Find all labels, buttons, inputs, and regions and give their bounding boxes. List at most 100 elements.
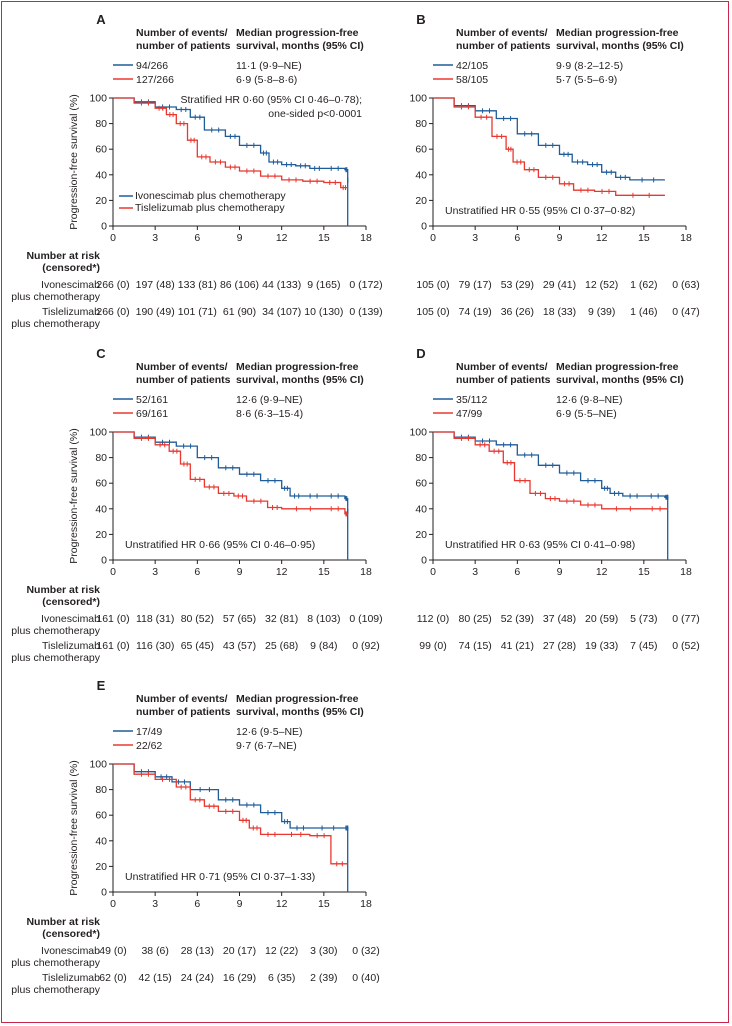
y-tick-label: 80 — [415, 118, 427, 130]
risk-arm-ivo-line1: Ivonescimab — [41, 279, 100, 291]
risk-cell-ivo: 0 (63) — [672, 279, 699, 291]
risk-cell-tis: 36 (26) — [501, 306, 534, 318]
median-header-line2: survival, months (95% CI) — [236, 374, 364, 386]
x-tick-label: 3 — [472, 232, 478, 244]
x-tick-label: 12 — [276, 898, 288, 910]
median-header-line2: survival, months (95% CI) — [556, 40, 684, 52]
x-tick-label: 15 — [638, 232, 650, 244]
median-header-line1: Median progression-free — [236, 361, 359, 373]
y-tick-label: 80 — [415, 452, 427, 464]
risk-cell-tis: 10 (130) — [304, 306, 343, 318]
events-count: 94/266 — [136, 60, 168, 72]
events-count: 17/49 — [136, 726, 162, 738]
risk-cell-tis: 9 (39) — [588, 306, 615, 318]
x-tick-label: 15 — [318, 232, 330, 244]
km-curve-ivonescimab — [433, 431, 669, 560]
y-tick-label: 60 — [95, 810, 107, 822]
legend-label-tis: Tislelizumab plus chemotherapy — [135, 202, 285, 214]
risk-cell-ivo: 28 (13) — [181, 945, 214, 957]
risk-cell-tis: 116 (30) — [136, 640, 174, 652]
risk-cell-ivo: 79 (17) — [459, 279, 492, 291]
risk-cell-ivo: 105 (0) — [416, 279, 449, 291]
x-tick-label: 12 — [276, 232, 288, 244]
risk-cell-tis: 61 (90) — [223, 306, 256, 318]
y-tick-label: 80 — [95, 452, 107, 464]
km-curve-ivonescimab — [113, 97, 349, 226]
risk-cell-tis: 43 (57) — [223, 640, 256, 652]
x-tick-label: 9 — [237, 232, 243, 244]
median-pfs: 9·7 (6·7–NE) — [236, 740, 297, 752]
risk-cell-ivo: 49 (0) — [99, 945, 126, 957]
events-count: 47/99 — [456, 408, 482, 420]
events-header-line2: number of patients — [456, 40, 551, 52]
risk-header-line1: Number at risk — [26, 584, 100, 596]
risk-arm-tis-line1: Tislelizumab — [42, 306, 100, 318]
risk-cell-tis: 7 (45) — [630, 640, 657, 652]
risk-cell-tis: 99 (0) — [419, 640, 446, 652]
x-tick-label: 3 — [152, 232, 158, 244]
risk-cell-ivo: 266 (0) — [96, 279, 129, 291]
risk-cell-tis: 6 (35) — [268, 972, 295, 984]
x-tick-label: 18 — [360, 566, 372, 578]
x-tick-label: 12 — [276, 566, 288, 578]
events-header-line1: Number of events/ — [136, 693, 228, 705]
median-pfs: 8·6 (6·3–15·4) — [236, 408, 303, 420]
events-count: 35/112 — [456, 394, 487, 406]
y-tick-label: 0 — [101, 221, 107, 233]
risk-cell-ivo: 53 (29) — [501, 279, 534, 291]
x-tick-label: 18 — [680, 566, 692, 578]
km-curve-tislelizumab — [433, 97, 665, 196]
x-tick-label: 18 — [360, 898, 372, 910]
risk-arm-tis-line1: Tislelizumab — [42, 640, 100, 652]
km-curve-tislelizumab — [113, 97, 348, 189]
risk-cell-tis: 0 (40) — [352, 972, 379, 984]
x-tick-label: 9 — [557, 566, 563, 578]
events-header-line1: Number of events/ — [456, 27, 548, 39]
events-header-line1: Number of events/ — [136, 361, 228, 373]
km-curve-tislelizumab — [113, 763, 348, 865]
y-tick-label: 80 — [95, 784, 107, 796]
panel-letter: D — [416, 346, 425, 361]
risk-cell-tis: 74 (15) — [459, 640, 492, 652]
x-tick-label: 15 — [318, 566, 330, 578]
risk-cell-ivo: 44 (133) — [262, 279, 301, 291]
panel-d: D Number of events/number of patients Medi… — [409, 346, 699, 652]
risk-arm-tis-line2: plus chemotherapy — [11, 318, 100, 330]
risk-cell-ivo: 0 (172) — [349, 279, 382, 291]
y-tick-label: 100 — [409, 427, 427, 439]
x-tick-label: 12 — [596, 566, 608, 578]
risk-cell-ivo: 112 (0) — [417, 613, 450, 625]
median-pfs: 12·6 (9·9–NE) — [236, 394, 303, 406]
risk-cell-ivo: 1 (62) — [630, 279, 657, 291]
median-header-line1: Median progression-free — [236, 27, 359, 39]
risk-cell-tis: 101 (71) — [178, 306, 217, 318]
risk-cell-tis: 0 (52) — [672, 640, 699, 652]
median-pfs: 9·9 (8·2–12·5) — [556, 60, 623, 72]
x-tick-label: 9 — [237, 898, 243, 910]
events-count: 22/62 — [136, 740, 162, 752]
risk-cell-ivo: 20 (17) — [223, 945, 256, 957]
events-header-line2: number of patients — [136, 706, 231, 718]
hr-annotation: Unstratified HR 0·71 (95% CI 0·37–1·33) — [125, 871, 315, 883]
y-tick-label: 20 — [95, 529, 107, 541]
risk-arm-ivo-line1: Ivonescimab — [41, 945, 100, 957]
y-tick-label: 40 — [95, 169, 107, 181]
hr-annotation: Unstratified HR 0·55 (95% CI 0·37–0·82) — [445, 205, 635, 217]
risk-cell-ivo: 38 (6) — [141, 945, 168, 957]
risk-arm-tis-line2: plus chemotherapy — [11, 984, 100, 996]
y-tick-label: 20 — [95, 195, 107, 207]
risk-arm-ivo-line2: plus chemotherapy — [11, 625, 100, 637]
x-tick-label: 9 — [557, 232, 563, 244]
median-header-line2: survival, months (95% CI) — [236, 706, 364, 718]
median-pfs: 11·1 (9·9–NE) — [236, 60, 302, 72]
x-tick-label: 6 — [194, 566, 200, 578]
median-header-line1: Median progression-free — [236, 693, 359, 705]
y-tick-label: 40 — [95, 503, 107, 515]
median-header-line1: Median progression-free — [556, 361, 679, 373]
risk-cell-ivo: 80 (52) — [181, 613, 214, 625]
risk-cell-tis: 19 (33) — [585, 640, 618, 652]
risk-cell-tis: 18 (33) — [543, 306, 576, 318]
y-tick-label: 80 — [95, 118, 107, 130]
y-axis-label: Progression-free survival (%) — [68, 428, 80, 563]
risk-cell-tis: 0 (139) — [349, 306, 382, 318]
